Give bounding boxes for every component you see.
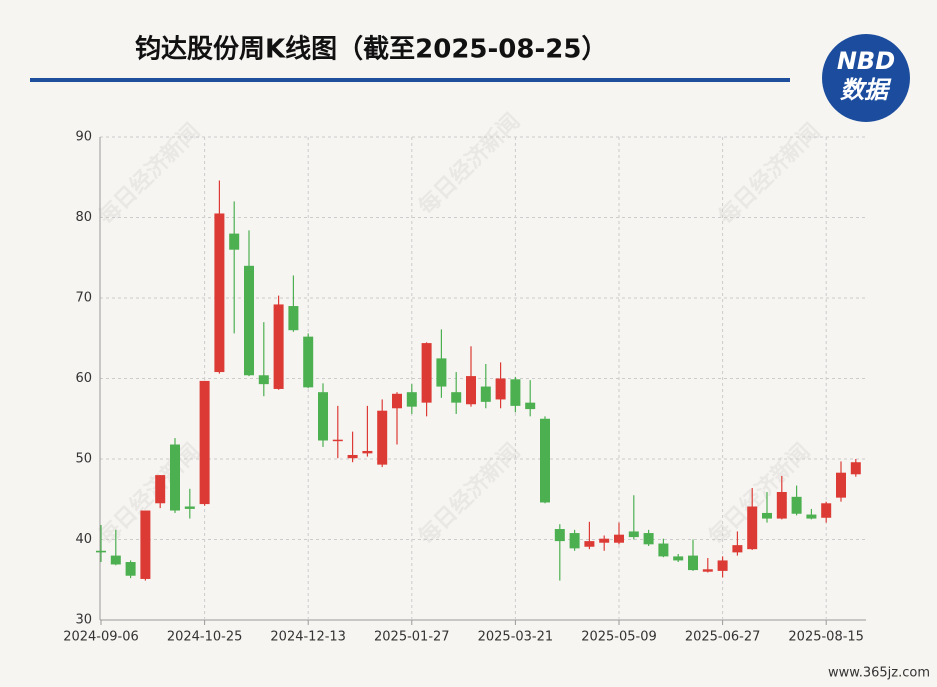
candle-body [688,555,698,571]
candle-body [362,450,373,454]
candle-body [318,392,328,441]
y-tick-label: 30 [75,613,92,628]
candle-body [643,533,654,545]
candle-body [569,533,580,549]
candle-body [155,475,166,504]
candle-body [347,454,358,459]
candle-body [776,492,787,519]
candle-body [273,304,284,389]
candle-body [244,265,254,376]
candle-body [850,462,861,475]
y-tick-label: 80 [75,210,92,225]
candle-body [762,512,772,519]
x-tick-label: 2024-09-06 [63,630,139,645]
candle-body [406,392,417,407]
watermark: 每日经济新闻 [413,108,525,220]
logo-text: 数据 [840,76,892,104]
candle-body [110,555,121,565]
candle-body [451,392,462,403]
candle-body [214,213,225,373]
candle-body [436,358,447,387]
x-tick-label: 2025-01-27 [374,630,450,645]
footer: www.365jz.com [828,666,930,681]
y-tick-label: 60 [75,371,92,386]
candle-body [303,336,314,388]
candle-body [480,386,491,402]
candle-body [495,378,506,400]
candle-body [747,506,758,550]
y-tick-label: 50 [75,452,92,467]
candle-body [229,233,240,250]
candle-body [466,376,476,405]
candle-body [628,531,639,538]
watermark: 每日经济新闻 [93,118,205,230]
candle-body [614,534,624,543]
candle-body [836,472,846,498]
x-tick-label: 2025-08-15 [788,630,864,645]
candle-body [332,439,343,442]
watermark: 每日经济新闻 [413,438,525,550]
candle-body [806,514,817,519]
logo [822,34,910,122]
candle-body [288,306,299,331]
logo-text: NBD [837,47,895,75]
candle-body [140,510,151,579]
candle-body [702,569,713,572]
candle-body [554,529,565,542]
candle-body [170,444,180,511]
candle-body [525,402,536,410]
candle-body [392,393,402,409]
x-tick-label: 2024-12-13 [270,630,346,645]
title-rule [30,78,790,82]
candle-body [821,503,832,518]
chart-title: 钧达股份周K线图（截至2025-08-25） [135,35,607,65]
candle-body [599,538,610,543]
x-tick-label: 2025-05-09 [581,630,657,645]
x-tick-label: 2025-03-21 [478,630,554,645]
candle-body [510,379,521,406]
candle-body [258,375,269,385]
candle-body [184,506,195,509]
watermark: 每日经济新闻 [713,118,825,230]
candle-body [584,541,595,547]
candle-body [377,410,388,465]
candle-body [717,560,728,571]
x-tick-label: 2024-10-25 [167,630,243,645]
candle-body [421,343,432,403]
candle-body [732,545,743,553]
candle-body [96,550,106,553]
y-tick-label: 90 [75,130,92,145]
watermark: 每日经济新闻 [703,438,815,550]
x-tick-label: 2025-06-27 [685,630,761,645]
y-tick-label: 70 [75,291,92,306]
candle-body [125,562,136,576]
candle-body [791,496,802,514]
y-tick-label: 40 [75,532,92,547]
candle-body [199,380,210,505]
candle-body [540,418,550,503]
candle-body [658,543,669,557]
candle-body [673,556,684,561]
